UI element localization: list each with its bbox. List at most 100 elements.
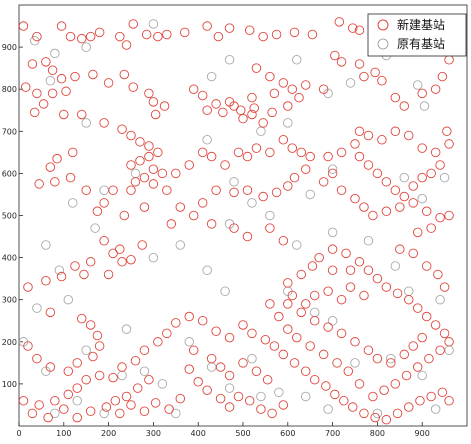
new-station-point (220, 160, 230, 170)
new-station-point (184, 160, 194, 170)
new-station-point (260, 334, 271, 345)
new-station-point (345, 265, 356, 275)
new-station-point (137, 240, 147, 250)
new-station-point (363, 265, 374, 275)
new-station-point (101, 402, 112, 412)
new-station-point (278, 134, 289, 145)
new-station-point (318, 84, 329, 94)
new-station-point (354, 257, 365, 267)
new-station-point (395, 202, 405, 212)
new-station-point (359, 202, 369, 212)
new-station-point (309, 374, 320, 385)
existing-station-point (157, 379, 168, 389)
new-station-point (162, 29, 172, 40)
new-station-point (188, 84, 199, 94)
new-station-point (215, 362, 226, 372)
new-station-point (426, 223, 436, 233)
new-station-point (119, 210, 130, 221)
new-station-point (65, 31, 76, 42)
new-station-point (211, 99, 221, 109)
new-station-point (368, 210, 378, 221)
new-station-point (206, 353, 217, 364)
new-station-point (72, 412, 82, 423)
new-station-point (278, 78, 289, 88)
x-tick-label: 0 (16, 429, 21, 438)
existing-station-point (224, 383, 235, 393)
new-station-point (300, 80, 311, 90)
new-station-point (386, 358, 396, 368)
y-tick-label: 200 (2, 338, 17, 347)
existing-station-point (229, 177, 239, 187)
new-station-point (408, 198, 418, 208)
new-station-point (229, 101, 239, 111)
legend-marker-new (377, 19, 389, 31)
new-station-point (139, 202, 150, 212)
existing-station-point (224, 54, 235, 65)
new-station-point (267, 408, 277, 419)
new-station-point (94, 27, 105, 38)
new-station-point (117, 257, 127, 267)
existing-station-point (45, 76, 56, 86)
new-station-point (265, 223, 275, 233)
new-station-point (139, 406, 150, 417)
new-station-point (126, 254, 136, 265)
new-station-point (59, 404, 69, 414)
x-tick-label: 100 (56, 429, 71, 438)
new-station-point (417, 172, 427, 183)
new-station-point (150, 398, 161, 408)
new-station-point (336, 185, 347, 195)
new-station-point (162, 185, 172, 195)
new-station-point (23, 282, 33, 292)
new-station-point (417, 88, 427, 99)
new-station-point (238, 113, 248, 124)
new-station-point (128, 19, 138, 29)
new-station-point (437, 71, 448, 82)
new-station-point (18, 395, 29, 406)
existing-station-point (32, 303, 42, 313)
existing-station-point (412, 80, 423, 90)
existing-station-point (417, 370, 427, 381)
new-station-point (61, 86, 71, 97)
existing-station-point (247, 198, 257, 208)
existing-station-point (90, 223, 100, 233)
x-tick-label: 700 (325, 429, 340, 438)
new-station-point (278, 349, 289, 360)
new-station-point (238, 358, 248, 368)
new-station-point (363, 160, 374, 170)
data-points (18, 17, 454, 425)
new-station-point (363, 130, 374, 141)
new-station-point (197, 147, 208, 158)
new-station-point (408, 181, 418, 191)
existing-station-point (274, 387, 284, 398)
new-station-point (321, 381, 331, 391)
new-station-point (108, 372, 118, 383)
new-station-point (164, 404, 174, 414)
new-station-point (289, 27, 300, 38)
new-station-point (390, 126, 401, 137)
new-station-point (294, 92, 304, 103)
new-station-point (330, 389, 340, 400)
new-station-point (292, 332, 302, 343)
new-station-point (314, 252, 324, 263)
new-station-point (359, 71, 369, 82)
new-station-point (421, 311, 432, 322)
new-station-point (70, 261, 80, 271)
new-station-point (354, 151, 365, 162)
new-station-point (251, 63, 262, 73)
existing-station-point (300, 391, 311, 402)
new-station-point (85, 257, 96, 267)
existing-station-point (350, 358, 360, 368)
existing-station-point (363, 236, 374, 246)
existing-station-point (430, 404, 441, 414)
new-station-point (38, 99, 49, 109)
new-station-point (247, 109, 257, 120)
new-station-point (350, 139, 360, 149)
y-tick-label: 600 (2, 169, 17, 178)
new-station-point (287, 290, 298, 301)
new-station-point (126, 130, 136, 141)
new-station-point (70, 71, 80, 82)
new-station-point (251, 143, 262, 153)
new-station-point (426, 168, 436, 179)
new-station-point (85, 31, 96, 42)
new-station-point (206, 151, 217, 162)
